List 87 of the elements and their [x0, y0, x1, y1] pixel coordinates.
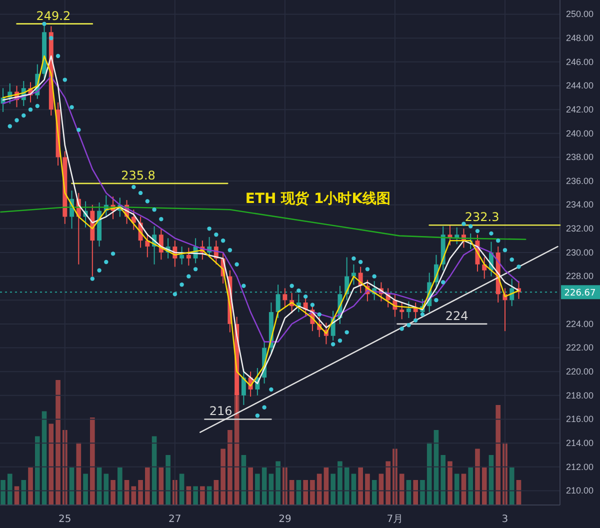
candlestick	[351, 264, 356, 286]
annotation: 232.3	[464, 210, 500, 224]
y-tick-label: 242.00	[566, 104, 594, 114]
bar	[7, 474, 12, 505]
bar	[248, 468, 253, 505]
bar	[276, 461, 280, 505]
bar	[358, 468, 363, 505]
y-tick-label: 234.00	[566, 200, 594, 210]
annotation: 224	[445, 308, 468, 323]
x-tick-label: 29	[278, 514, 292, 525]
bar	[96, 468, 102, 505]
y-tick-label: 220.00	[566, 366, 594, 376]
ref-line-label: 226.67	[564, 288, 596, 299]
y-tick-label: 218.00	[566, 390, 594, 400]
y-tick-label: 248.00	[566, 32, 594, 43]
candlestick	[186, 247, 191, 266]
candlestick	[282, 288, 288, 308]
y-tick-label: 214.00	[566, 438, 594, 448]
bar	[440, 455, 446, 505]
annotation: 249.2	[36, 8, 71, 23]
bar	[166, 455, 170, 505]
bar	[330, 474, 336, 505]
bar	[90, 418, 95, 505]
y-tick-label: 240.00	[566, 128, 594, 138]
candlestick	[400, 302, 404, 320]
bar	[413, 480, 418, 505]
candlestick	[406, 300, 411, 319]
bar	[509, 468, 514, 505]
y-tick-label: 210.00	[566, 486, 594, 496]
bar	[448, 461, 452, 505]
x-tick-label: 27	[168, 514, 182, 525]
x-tick-label: 3	[502, 514, 508, 525]
candlestick	[482, 256, 487, 280]
bar	[28, 468, 33, 505]
x-tick-label: 7月	[386, 514, 404, 525]
bar	[399, 474, 404, 505]
bar	[426, 442, 432, 505]
bar	[262, 468, 267, 505]
bar	[200, 486, 205, 505]
bar	[338, 461, 342, 505]
annotation: 216	[209, 404, 232, 418]
bar	[344, 468, 350, 505]
x-tick-label: 25	[58, 514, 72, 525]
bar	[83, 474, 88, 505]
bar	[303, 480, 308, 505]
annotation: 235.8	[121, 168, 156, 182]
bar	[475, 448, 480, 505]
bar	[420, 480, 425, 505]
bar	[48, 424, 54, 505]
bar	[482, 468, 487, 505]
bar	[34, 436, 40, 505]
bar	[145, 468, 150, 505]
bar	[255, 474, 260, 505]
bar	[365, 474, 370, 505]
bar	[0, 480, 6, 505]
y-tick-label: 230.00	[566, 247, 594, 258]
y-tick-label: 224.00	[566, 318, 594, 329]
bar	[454, 474, 460, 505]
bar	[324, 468, 329, 505]
y-tick-label: 228.00	[566, 271, 594, 282]
bar	[110, 480, 116, 505]
bar	[56, 380, 60, 505]
bar	[220, 448, 226, 505]
bar	[193, 486, 198, 505]
bar	[228, 430, 232, 505]
y-tick-label: 244.00	[566, 80, 594, 91]
y-tick-label: 250.00	[566, 9, 594, 20]
y-tick-label: 246.00	[566, 56, 594, 67]
candlestick	[296, 294, 301, 313]
y-tick-label: 222.00	[566, 342, 594, 353]
bar	[138, 480, 143, 505]
bar	[468, 468, 474, 505]
candlestick	[180, 246, 184, 265]
text: ETH 现货 1小时K线图	[245, 191, 391, 207]
y-tick-label: 212.00	[566, 462, 594, 472]
bar	[21, 480, 26, 505]
y-tick-label: 238.00	[566, 152, 594, 162]
bar	[310, 480, 315, 505]
bar	[158, 468, 164, 505]
y-tick-label: 216.00	[566, 414, 594, 424]
y-tick-label: 232.00	[566, 224, 594, 234]
bar	[118, 468, 122, 505]
y-tick-label: 236.00	[566, 176, 594, 186]
bar	[496, 405, 501, 505]
bar	[386, 461, 390, 505]
candlestick	[145, 232, 150, 258]
bar	[69, 468, 74, 505]
